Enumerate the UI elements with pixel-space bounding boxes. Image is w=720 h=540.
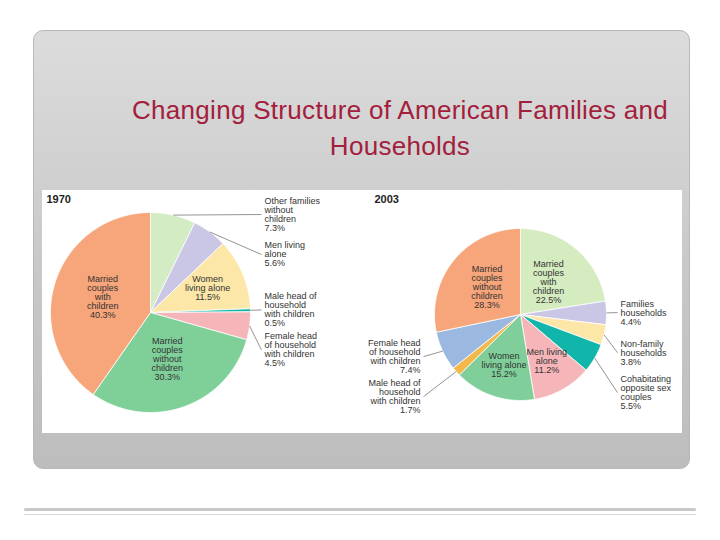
html-text:Changing Structure of American: Changing Structure of American Families …	[132, 95, 668, 161]
svg-text:Non-familyhouseholds3.8%: Non-familyhouseholds3.8%	[621, 339, 668, 367]
svg-text:Female headof householdwith ch: Female headof householdwith children4.5%	[264, 331, 318, 368]
svg-text:Marriedcoupleswithoutchildren2: Marriedcoupleswithoutchildren28.3%	[471, 264, 503, 310]
svg-text:Cohabitatingopposite sexcouple: Cohabitatingopposite sexcouples5.5%	[621, 374, 672, 411]
svg-text:Men livingalone11.2%: Men livingalone11.2%	[527, 347, 568, 375]
svg-text:Womenliving alone15.2%: Womenliving alone15.2%	[482, 351, 527, 379]
svg-text:Female headof householdwith ch: Female headof householdwith children7.4%	[368, 338, 421, 375]
svg-text:Familieshouseholds4.4%: Familieshouseholds4.4%	[621, 299, 668, 327]
svg-text:Other familieswithoutchildren7: Other familieswithoutchildren7.3%	[264, 196, 321, 233]
svg-text:Marriedcoupleswithchildren40.3: Marriedcoupleswithchildren40.3%	[87, 274, 119, 320]
svg-text:Male head ofhouseholdwith chil: Male head ofhouseholdwith children1.7%	[368, 378, 421, 415]
svg-text:Womenliving alone11.5%: Womenliving alone11.5%	[185, 274, 230, 302]
svg-text:Marriedcoupleswithoutchildren3: Marriedcoupleswithoutchildren30.3%	[152, 336, 184, 382]
svg-text:Male head ofhouseholdwith chil: Male head ofhouseholdwith children0.5%	[264, 291, 318, 328]
svg-text:2003: 2003	[375, 193, 399, 205]
svg-text:Marriedcoupleswithchildren22.5: Marriedcoupleswithchildren22.5%	[533, 259, 565, 305]
svg-text:1970: 1970	[47, 193, 71, 205]
svg-text:Men livingalone5.6%: Men livingalone5.6%	[265, 240, 306, 268]
